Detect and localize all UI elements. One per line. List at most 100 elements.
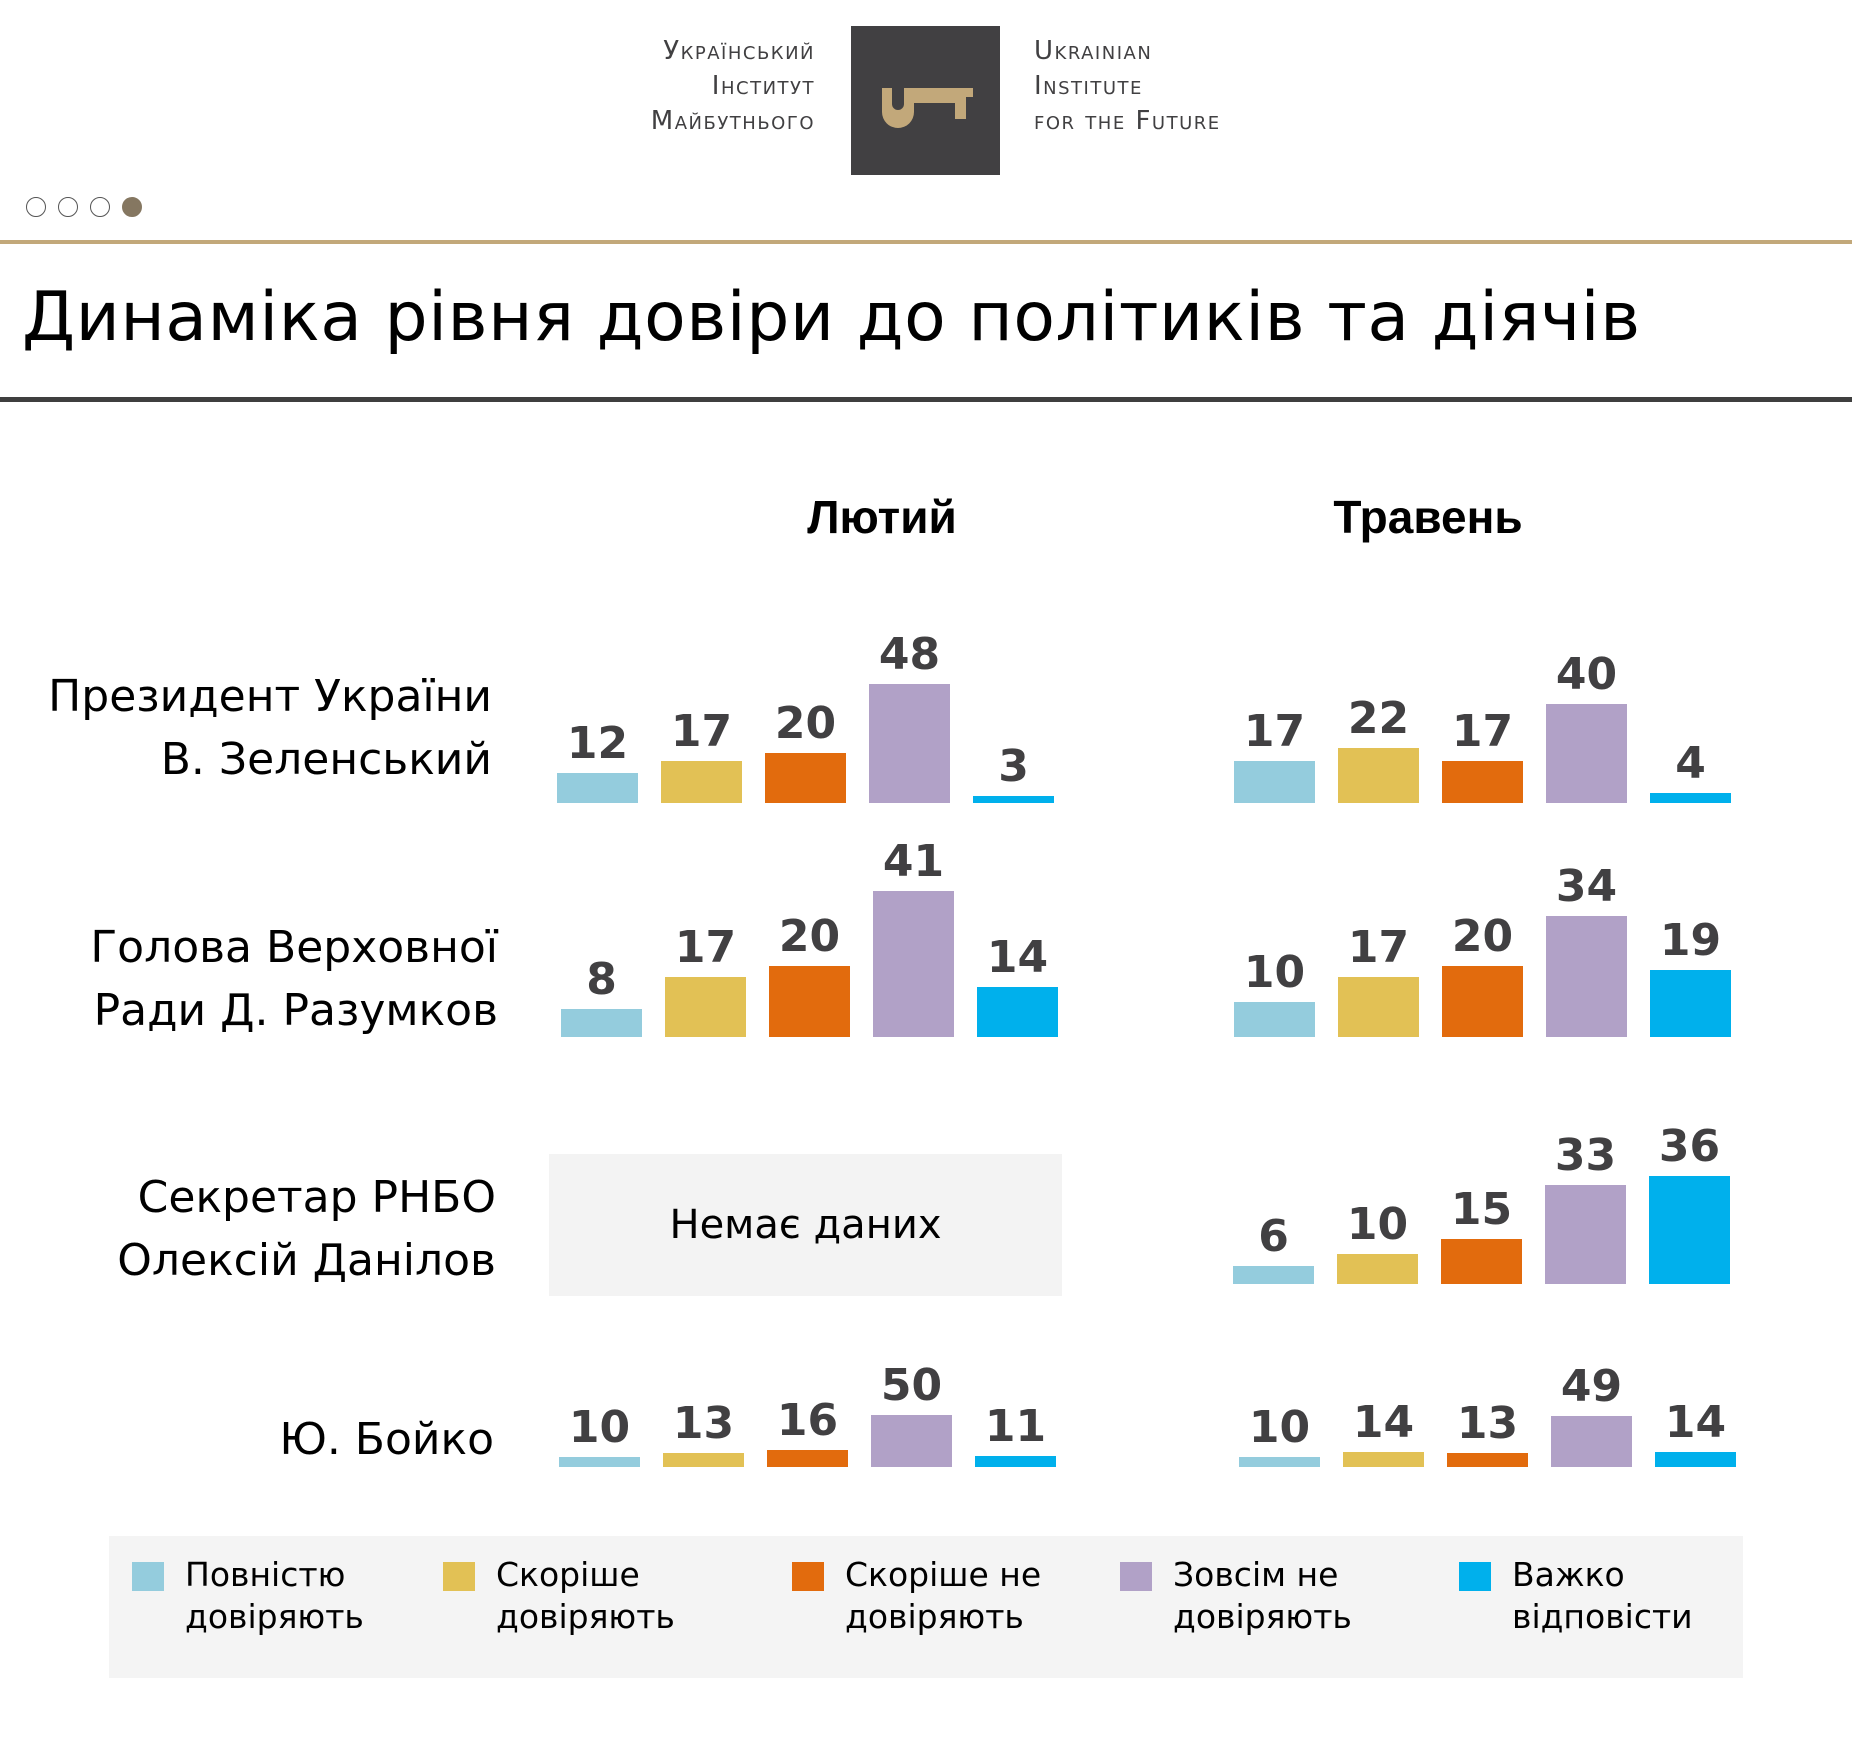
legend-swatch-fully-trust	[132, 1562, 164, 1591]
value-label-row1-may-fully-trust: 17	[1243, 705, 1306, 757]
logo-line: Ukrainian	[1034, 36, 1153, 66]
bar-row4-february-fully-trust	[559, 1456, 640, 1467]
value-label-row3-may-fully-trust: 6	[1258, 1211, 1289, 1262]
value-label-row2-february-rather-not-trust: 20	[778, 911, 841, 962]
value-label-row3-may-not-trust-at-all: 33	[1554, 1130, 1617, 1181]
bar-row4-may-rather-not-trust	[1447, 1453, 1528, 1467]
value-label-row2-may-rather-trust: 17	[1347, 921, 1410, 973]
value-label-row3-may-rather-not-trust: 15	[1450, 1184, 1513, 1235]
value-label-row1-may-rather-trust: 22	[1347, 693, 1410, 745]
bar-row2-february-rather-not-trust	[769, 966, 850, 1037]
period-header-may: Травень	[1333, 491, 1523, 543]
bar-row2-february-rather-trust	[665, 976, 746, 1037]
legend-swatch-hard-to-say	[1459, 1562, 1491, 1591]
bar-row4-may-not-trust-at-all	[1551, 1416, 1632, 1467]
bar-row1-may-rather-not-trust	[1442, 760, 1523, 803]
slide-dot-2[interactable]	[58, 197, 78, 217]
value-label-row2-february-rather-trust: 17	[674, 921, 737, 973]
logo-line: Institute	[1034, 71, 1143, 101]
no-data-box: Немає даних	[549, 1154, 1062, 1296]
legend: Повністю довіряють Скоріше довіряють Ско…	[109, 1536, 1743, 1678]
row-label-line: В. Зеленський	[160, 734, 492, 785]
bar-row1-february-not-trust-at-all	[869, 683, 950, 803]
value-label-row1-february-hard-to-say: 3	[998, 740, 1029, 792]
row-label-line: Голова Верховної	[90, 922, 498, 973]
logo-mark	[851, 26, 1000, 175]
value-label-row1-february-not-trust-at-all: 48	[878, 628, 941, 680]
bar-row3-may-fully-trust	[1233, 1266, 1314, 1284]
legend-label-rather-trust: Скоріше довіряють	[496, 1555, 675, 1636]
value-label-row4-may-rather-trust: 14	[1352, 1397, 1415, 1449]
value-label-row2-february-hard-to-say: 14	[986, 932, 1049, 984]
value-label-row1-february-rather-trust: 17	[670, 705, 733, 757]
value-label-row4-february-fully-trust: 10	[568, 1401, 631, 1453]
bar-row3-may-rather-trust	[1337, 1254, 1418, 1284]
logo-line: for the Future	[1034, 106, 1221, 136]
bar-row3-may-not-trust-at-all	[1545, 1185, 1626, 1284]
bar-row4-february-hard-to-say	[975, 1455, 1056, 1467]
slide-dot-3[interactable]	[90, 197, 110, 217]
bar-row4-february-rather-trust	[663, 1453, 744, 1467]
value-label-row4-may-not-trust-at-all: 49	[1560, 1361, 1623, 1413]
logo-line: Інститут	[711, 71, 815, 101]
page-title: Динаміка рівня довіри до політиків та ді…	[22, 278, 1641, 357]
value-label-row4-february-not-trust-at-all: 50	[880, 1360, 943, 1411]
legend-label-hard-to-say: Важко відповісти	[1512, 1555, 1693, 1636]
value-label-row2-may-hard-to-say: 19	[1659, 914, 1722, 966]
value-label-row2-may-fully-trust: 10	[1243, 946, 1306, 998]
value-label-row2-february-fully-trust: 8	[586, 953, 617, 1005]
bar-row4-february-not-trust-at-all	[871, 1415, 952, 1467]
bar-row1-may-hard-to-say	[1650, 793, 1731, 803]
bar-row2-february-not-trust-at-all	[873, 891, 954, 1037]
header-divider	[0, 240, 1852, 244]
legend-label-fully-trust: Повністю довіряють	[185, 1555, 364, 1636]
row-label-danilov: Секретар РНБО Олексій Данілов	[16, 1166, 496, 1292]
bar-row1-february-fully-trust	[557, 773, 638, 803]
value-label-row3-may-rather-trust: 10	[1346, 1199, 1409, 1250]
no-data-label: Немає даних	[669, 1202, 942, 1248]
slide-dot-4-active[interactable]	[122, 197, 142, 217]
logo-line: Український	[663, 36, 815, 66]
slide-pagination	[26, 197, 142, 217]
value-label-row4-may-hard-to-say: 14	[1664, 1397, 1727, 1449]
bar-row2-may-hard-to-say	[1650, 969, 1731, 1037]
bar-row1-february-rather-trust	[661, 760, 742, 803]
row-label-razumkov: Голова Верховної Ради Д. Разумков	[18, 916, 498, 1042]
legend-label-not-trust-at-all: Зовсім не довіряють	[1173, 1555, 1352, 1636]
legend-swatch-rather-trust	[443, 1562, 475, 1591]
bar-row4-may-rather-trust	[1343, 1452, 1424, 1467]
row-label-line: Ради Д. Разумков	[93, 985, 498, 1036]
value-label-row4-may-rather-not-trust: 13	[1456, 1398, 1519, 1450]
row-label-boyko: Ю. Бойко	[14, 1408, 494, 1471]
value-label-row1-february-fully-trust: 12	[566, 718, 629, 770]
value-label-row1-may-hard-to-say: 4	[1675, 738, 1706, 790]
value-label-row4-february-hard-to-say: 11	[984, 1400, 1047, 1452]
period-header-february: Лютий	[807, 491, 957, 543]
bar-row1-february-rather-not-trust	[765, 753, 846, 803]
bar-row3-may-rather-not-trust	[1441, 1239, 1522, 1284]
row-label-line: Ю. Бойко	[279, 1414, 494, 1465]
bar-row3-may-hard-to-say	[1649, 1176, 1730, 1284]
slide-dot-1[interactable]	[26, 197, 46, 217]
row-label-line: Президент України	[48, 671, 492, 722]
bar-row2-february-hard-to-say	[977, 987, 1058, 1037]
logo-line: Майбутнього	[650, 106, 815, 136]
value-label-row2-may-rather-not-trust: 20	[1451, 911, 1514, 962]
row-label-line: Секретар РНБО	[137, 1172, 496, 1223]
value-label-row4-february-rather-trust: 13	[672, 1398, 735, 1450]
value-label-row1-february-rather-not-trust: 20	[774, 698, 837, 750]
bar-row1-may-not-trust-at-all	[1546, 703, 1627, 803]
bar-row1-may-rather-trust	[1338, 748, 1419, 803]
title-divider	[0, 397, 1852, 402]
bar-row2-may-fully-trust	[1234, 1001, 1315, 1037]
bar-row2-may-rather-not-trust	[1442, 966, 1523, 1037]
value-label-row2-may-not-trust-at-all: 34	[1555, 861, 1618, 913]
bar-row4-may-hard-to-say	[1655, 1452, 1736, 1467]
value-label-row1-may-rather-not-trust: 17	[1451, 705, 1514, 757]
value-label-row1-may-not-trust-at-all: 40	[1555, 648, 1618, 700]
logo-text-ukrainian: Український Інститут Майбутнього	[651, 34, 815, 139]
legend-swatch-not-trust-at-all	[1120, 1562, 1152, 1591]
bar-row2-may-not-trust-at-all	[1546, 916, 1627, 1037]
bar-row4-february-rather-not-trust	[767, 1450, 848, 1467]
bar-row1-february-hard-to-say	[973, 795, 1054, 803]
